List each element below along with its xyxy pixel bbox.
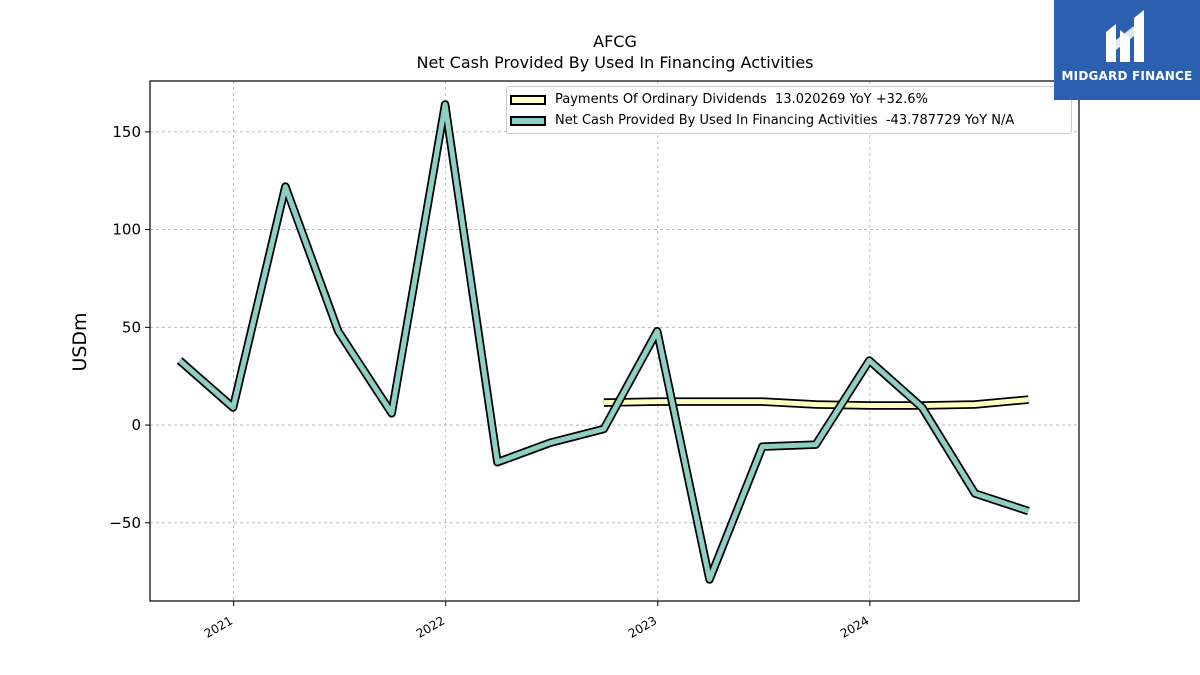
y-axis-label: USDm — [69, 312, 91, 372]
legend-item-dividends: Payments Of Ordinary Dividends 13.020269… — [507, 91, 1071, 111]
series-outline-financing — [176, 100, 1030, 584]
series-layer — [176, 100, 1030, 584]
legend-label-financing: Net Cash Provided By Used In Financing A… — [555, 113, 1015, 128]
x-tick-label: 2022 — [414, 613, 447, 640]
y-tick-label: 50 — [122, 318, 141, 336]
x-tick-label: 2024 — [838, 613, 871, 640]
legend: Payments Of Ordinary Dividends 13.020269… — [506, 86, 1072, 134]
brand-logo: MIDGARD FINANCE — [1054, 0, 1200, 100]
midgard-logo-icon — [1106, 10, 1144, 62]
x-tick-label: 2023 — [626, 613, 659, 640]
legend-label-dividends: Payments Of Ordinary Dividends 13.020269… — [555, 92, 928, 107]
y-tick-label: 100 — [112, 221, 141, 239]
axis-ticks: −50 0 50 100 150 2021 2022 2023 2024 — [109, 123, 871, 641]
series-line-financing — [177, 102, 1030, 582]
chart-subtitle: Net Cash Provided By Used In Financing A… — [416, 53, 814, 72]
grid — [150, 81, 1079, 601]
y-tick-label: 150 — [112, 123, 141, 141]
brand-name: MIDGARD FINANCE — [1061, 69, 1193, 83]
plot-frame — [149, 80, 1080, 602]
legend-swatch-financing — [510, 116, 546, 126]
y-tick-label: 0 — [131, 416, 141, 434]
y-tick-label: −50 — [109, 514, 141, 532]
chart-title: AFCG — [593, 32, 637, 51]
x-tick-label: 2021 — [202, 613, 235, 640]
legend-swatch-dividends — [510, 95, 546, 105]
legend-item-financing: Net Cash Provided By Used In Financing A… — [507, 112, 1071, 132]
